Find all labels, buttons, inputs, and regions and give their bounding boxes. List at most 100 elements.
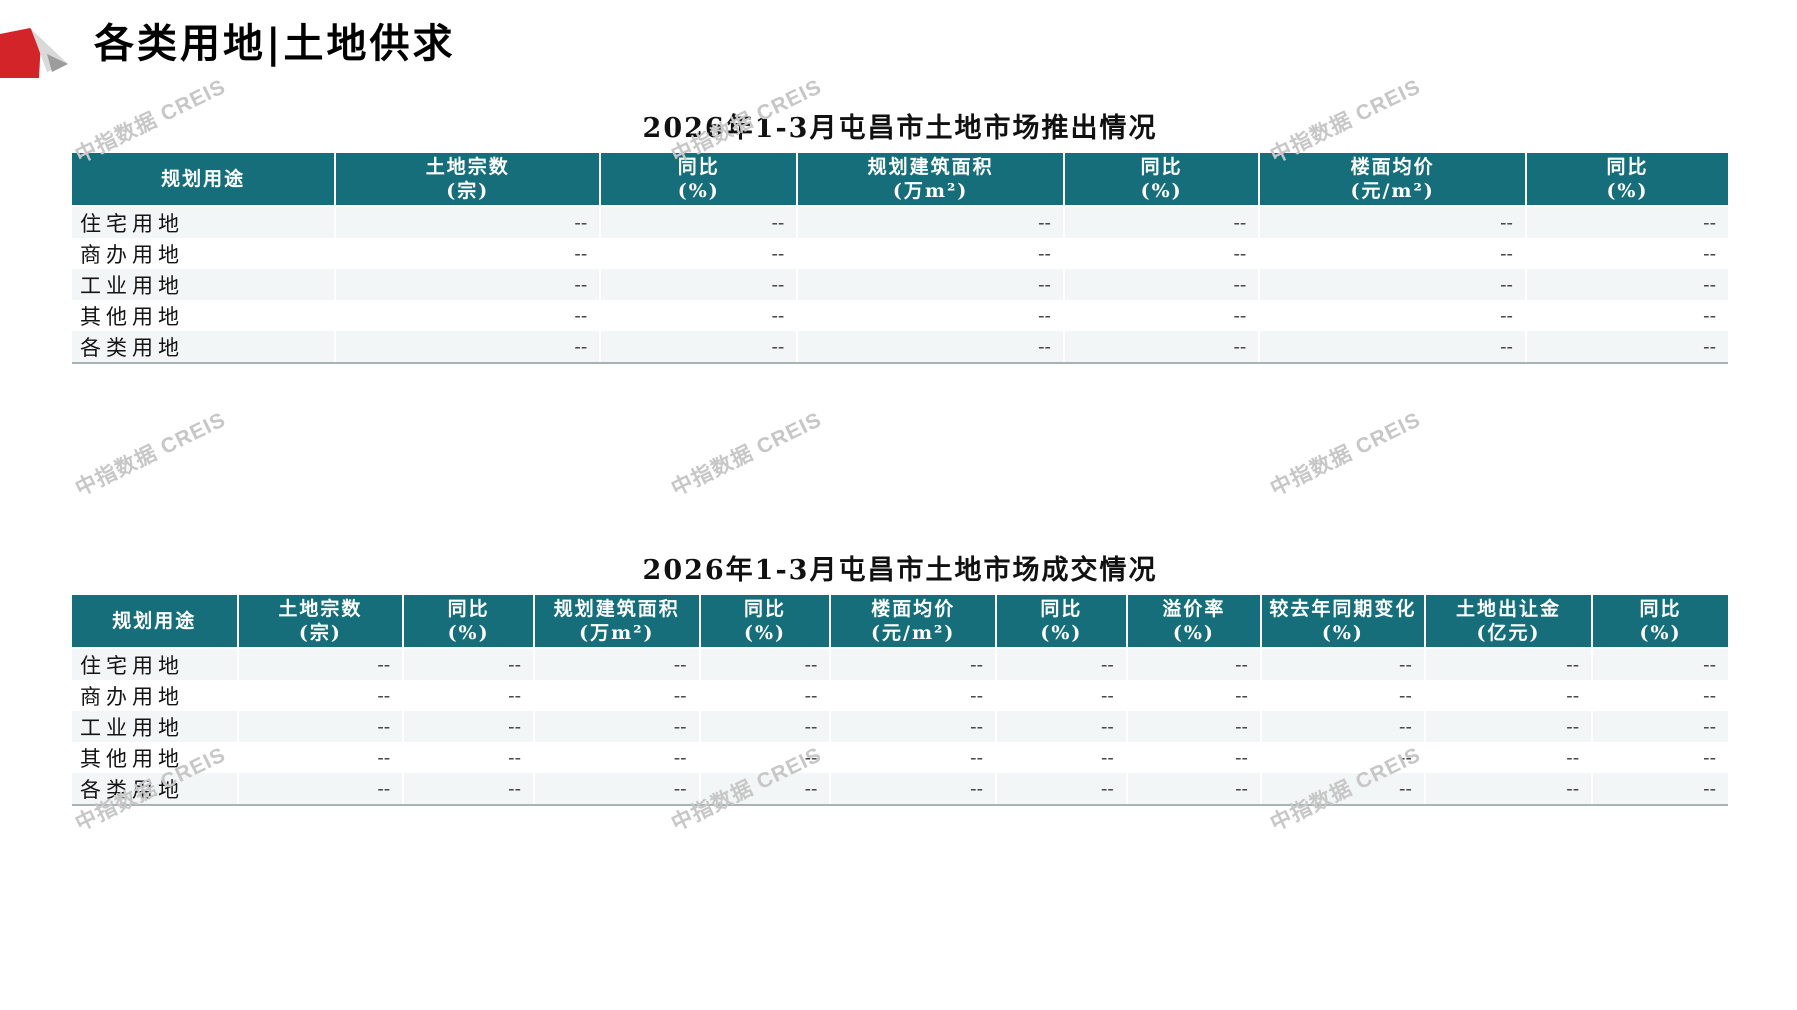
value-cell: -- — [237, 680, 405, 711]
value-cell: -- — [996, 648, 1128, 680]
supply-table: 规划用途 土地宗数 (宗) 同比 (%) 规划建筑面积 (万m²) 同比 (%) 楼面均… — [72, 153, 1728, 364]
row-label-cell: 住宅用地 — [72, 648, 239, 680]
value-cell: -- — [1525, 331, 1728, 364]
table-row: 商办用地 -- -- -- -- -- -- — [72, 238, 1728, 269]
row-label-cell: 其他用地 — [72, 300, 337, 331]
value-cell: -- — [600, 238, 799, 269]
value-cell: -- — [830, 773, 997, 806]
column-header: 土地宗数 (宗) — [335, 153, 602, 207]
value-cell: -- — [237, 742, 405, 773]
table-row: 住宅用地 -- -- -- -- -- -- — [72, 206, 1728, 238]
table-row: 住宅用地 -- -- -- -- -- -- -- -- -- -- — [72, 648, 1728, 680]
table-row: 其他用地 -- -- -- -- -- -- -- -- -- -- — [72, 742, 1728, 773]
value-cell: -- — [403, 711, 535, 742]
row-label-cell: 商办用地 — [72, 238, 337, 269]
column-header: 楼面均价 (元/m²) — [830, 595, 997, 649]
value-cell: -- — [1126, 742, 1262, 773]
transaction-header-row: 规划用途 土地宗数 (宗) 同比 (%) 规划建筑面积 (万m²) 同比 (%) 楼面均… — [72, 595, 1728, 649]
column-header: 同比 (%) — [1525, 153, 1728, 207]
value-cell: -- — [1260, 680, 1426, 711]
table-row: 其他用地 -- -- -- -- -- -- — [72, 300, 1728, 331]
column-header: 同比 (%) — [403, 595, 535, 649]
value-cell: -- — [1063, 300, 1261, 331]
value-cell: -- — [534, 680, 701, 711]
column-header: 规划用途 — [72, 595, 239, 649]
value-cell: -- — [1063, 269, 1261, 300]
watermark: 中指数据 CREIS — [1266, 408, 1425, 501]
column-header: 溢价率 (%) — [1126, 595, 1262, 649]
value-cell: -- — [1259, 300, 1527, 331]
value-cell: -- — [830, 680, 997, 711]
value-cell: -- — [1260, 711, 1426, 742]
value-cell: -- — [699, 648, 832, 680]
creis-logo-icon — [0, 28, 68, 78]
value-cell: -- — [1259, 206, 1527, 238]
value-cell: -- — [797, 269, 1065, 300]
row-label-cell: 其他用地 — [72, 742, 239, 773]
value-cell: -- — [534, 773, 701, 806]
value-cell: -- — [1424, 742, 1594, 773]
table-row: 各类用地 -- -- -- -- -- -- -- -- -- -- — [72, 773, 1728, 806]
value-cell: -- — [534, 742, 701, 773]
value-cell: -- — [600, 206, 799, 238]
column-header: 同比 (%) — [1592, 595, 1728, 649]
table-row: 工业用地 -- -- -- -- -- -- -- -- -- -- — [72, 711, 1728, 742]
value-cell: -- — [403, 773, 535, 806]
value-cell: -- — [1424, 648, 1594, 680]
value-cell: -- — [1126, 773, 1262, 806]
transaction-table-title: 2026年1-3月屯昌市土地市场成交情况 — [642, 555, 1158, 586]
column-header: 规划用途 — [72, 153, 337, 207]
value-cell: -- — [1260, 742, 1426, 773]
value-cell: -- — [403, 648, 535, 680]
page-title: 各类用地|土地供求 — [94, 20, 456, 67]
row-label-cell: 各类用地 — [72, 331, 337, 364]
column-header: 同比 (%) — [1063, 153, 1261, 207]
value-cell: -- — [996, 711, 1128, 742]
column-header: 同比 (%) — [996, 595, 1128, 649]
value-cell: -- — [830, 711, 997, 742]
table-row: 各类用地 -- -- -- -- -- -- — [72, 331, 1728, 364]
value-cell: -- — [1126, 680, 1262, 711]
column-header: 楼面均价 (元/m²) — [1259, 153, 1527, 207]
supply-table-title: 2026年1-3月屯昌市土地市场推出情况 — [642, 113, 1158, 144]
value-cell: -- — [403, 742, 535, 773]
value-cell: -- — [534, 711, 701, 742]
value-cell: -- — [1703, 746, 1716, 769]
value-cell: -- — [699, 742, 832, 773]
row-label-cell: 住宅用地 — [72, 206, 337, 238]
value-cell: -- — [1703, 242, 1716, 265]
value-cell: -- — [830, 648, 997, 680]
value-cell: -- — [1063, 206, 1261, 238]
column-header: 同比 (%) — [699, 595, 832, 649]
value-cell: -- — [237, 711, 405, 742]
value-cell: -- — [1703, 715, 1716, 738]
watermark: 中指数据 CREIS — [667, 408, 826, 501]
value-cell: -- — [797, 331, 1065, 364]
value-cell: -- — [699, 711, 832, 742]
value-cell: -- — [797, 300, 1065, 331]
value-cell: -- — [1424, 680, 1594, 711]
value-cell: -- — [1703, 273, 1716, 296]
supply-table-section: 2026年1-3月屯昌市土地市场推出情况 规划用途 土地宗数 (宗) 同比 (%) … — [72, 110, 1728, 364]
value-cell: -- — [1259, 238, 1527, 269]
column-header: 规划建筑面积 (万m²) — [534, 595, 701, 649]
column-header: 同比 (%) — [600, 153, 799, 207]
value-cell: -- — [699, 680, 832, 711]
value-cell: -- — [237, 773, 405, 806]
value-cell: -- — [1260, 773, 1426, 806]
value-cell: -- — [797, 206, 1065, 238]
value-cell: -- — [1703, 684, 1716, 707]
column-header: 规划建筑面积 (万m²) — [797, 153, 1065, 207]
value-cell: -- — [1260, 648, 1426, 680]
value-cell: -- — [600, 331, 799, 364]
transaction-table-section: 2026年1-3月屯昌市土地市场成交情况 规划用途 土地宗数 (宗) 同比 (%) … — [72, 552, 1728, 806]
value-cell: -- — [335, 331, 602, 364]
value-cell: -- — [1259, 269, 1527, 300]
value-cell: -- — [600, 269, 799, 300]
table-row: 商办用地 -- -- -- -- -- -- -- -- -- -- — [72, 680, 1728, 711]
column-header: 土地出让金 (亿元) — [1424, 595, 1594, 649]
value-cell: -- — [534, 648, 701, 680]
value-cell: -- — [699, 773, 832, 806]
value-cell: -- — [1063, 238, 1261, 269]
